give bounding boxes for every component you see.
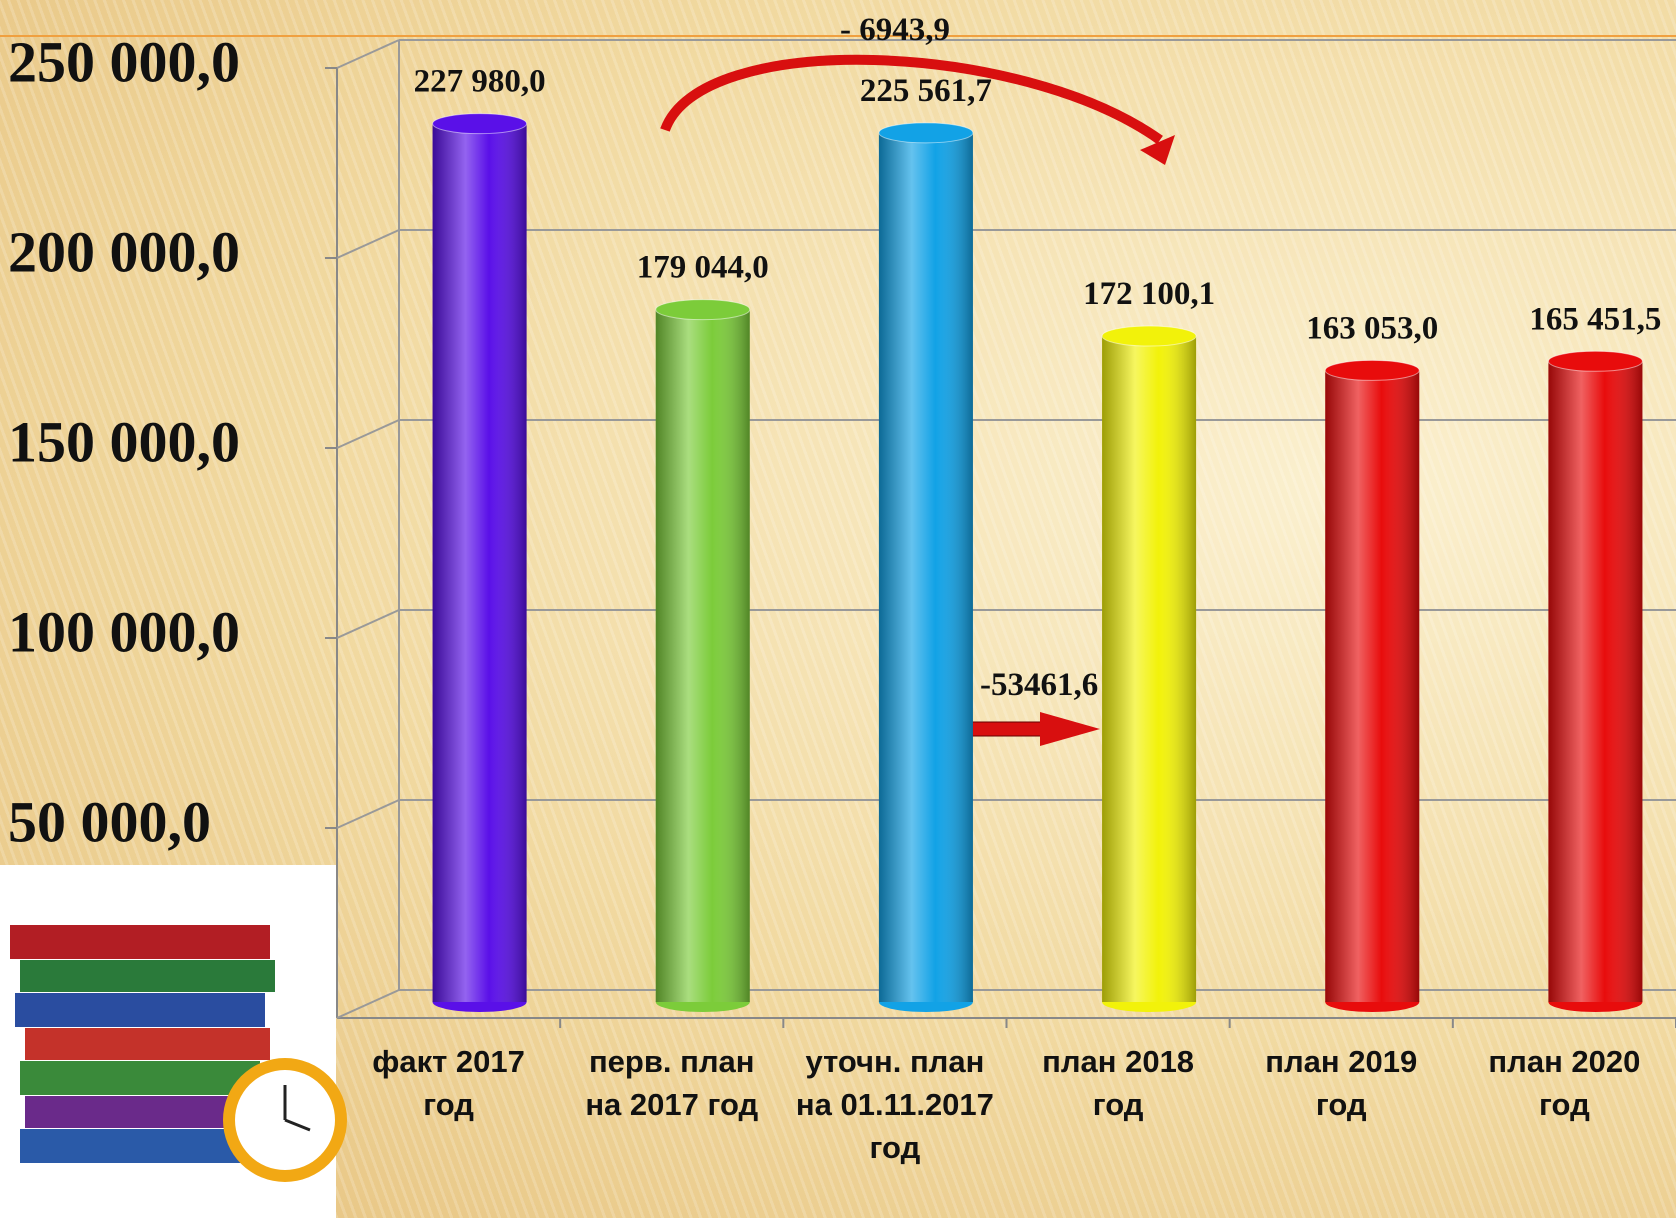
x-tick-label: уточн. план на 01.11.2017 год <box>790 1040 1000 1169</box>
x-tick-label: перв. план на 2017 год <box>567 1040 777 1126</box>
bar <box>1548 351 1642 1012</box>
books-picture <box>0 865 347 1218</box>
value-label: 225 561,7 <box>860 73 992 109</box>
y-tick-label: 200 000,0 <box>8 219 240 284</box>
x-tick-label: план 2019 год <box>1236 1040 1446 1126</box>
value-label: 179 044,0 <box>637 250 769 286</box>
slide: - 6943,9 -53461,6 50 000,0 100 000,0 150 0… <box>0 0 1676 1218</box>
small-arrow <box>963 712 1100 746</box>
x-tick-label: факт 2017 год <box>344 1040 554 1126</box>
chart: - 6943,9 -53461,6 50 000,0 100 000,0 150 0… <box>0 0 1676 1218</box>
floor-back <box>337 990 399 1018</box>
x-tick-label: план 2020 год <box>1459 1040 1669 1126</box>
bar <box>1102 326 1196 1012</box>
bar <box>1325 360 1419 1012</box>
y-tick-label: 100 000,0 <box>8 599 240 664</box>
value-label: 163 053,0 <box>1306 310 1438 346</box>
y-tick-label: 250 000,0 <box>8 29 240 94</box>
bar <box>879 123 973 1012</box>
grid-line <box>337 230 399 258</box>
value-label: 165 451,5 <box>1529 301 1661 337</box>
value-label: 172 100,1 <box>1083 276 1215 312</box>
grid-line <box>337 610 399 638</box>
grid-line <box>337 40 399 68</box>
annotation: -53461,6 <box>980 667 1098 703</box>
grid-line <box>337 800 399 828</box>
x-tick-label: план 2018 год <box>1013 1040 1223 1126</box>
grid-line <box>337 420 399 448</box>
bar <box>433 114 527 1012</box>
y-tick-label: 50 000,0 <box>8 789 211 854</box>
annotation: - 6943,9 <box>840 12 950 48</box>
value-label: 227 980,0 <box>414 64 546 100</box>
bar <box>656 300 750 1012</box>
y-tick-label: 150 000,0 <box>8 409 240 474</box>
